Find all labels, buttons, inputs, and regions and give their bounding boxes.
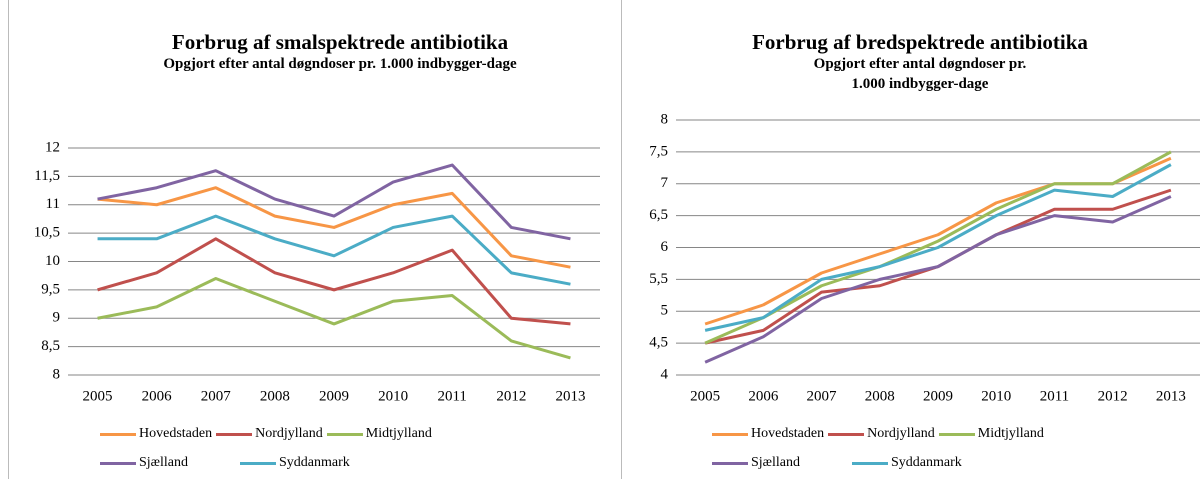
x-tick-label: 2009: [923, 388, 953, 404]
y-tick-label: 11,5: [34, 168, 60, 184]
x-tick-label: 2009: [319, 388, 349, 404]
legend-label: Syddanmark: [891, 455, 962, 470]
x-tick-label: 2006: [748, 388, 779, 404]
y-tick-label: 8: [53, 366, 61, 382]
x-tick-label: 2013: [1156, 388, 1186, 404]
legend-swatch: [100, 432, 136, 436]
legend-swatch: [938, 432, 975, 436]
y-tick-label: 4,5: [649, 335, 668, 351]
series-line: [97, 186, 571, 269]
x-tick-label: 2012: [496, 388, 526, 404]
legend-swatch: [326, 432, 363, 436]
x-tick-label: 2005: [83, 388, 113, 404]
y-tick-label: 4: [661, 366, 669, 382]
y-tick-label: 5: [661, 303, 669, 319]
legend-swatch: [828, 432, 865, 436]
legend-label: Nordjylland: [867, 426, 935, 441]
legend-item: Hovedstaden: [100, 424, 212, 444]
x-tick-label: 2007: [807, 388, 838, 404]
x-tick-label: 2011: [1040, 388, 1069, 404]
chart-subtitle: Opgjort efter antal døgndoser pr. 1.000 …: [813, 56, 1027, 92]
legend-label: Sjælland: [139, 455, 189, 470]
y-tick-label: 8,5: [41, 338, 60, 354]
chart-header: Forbrug af bredspektrede antibiotika Opgj…: [660, 30, 1180, 94]
legend-item: Sjælland: [100, 453, 236, 473]
x-tick-label: 2010: [378, 388, 408, 404]
legend-item: Syddanmark: [852, 453, 988, 473]
y-tick-label: 9: [53, 310, 61, 326]
x-tick-label: 2005: [690, 388, 720, 404]
y-tick-label: 6: [661, 239, 669, 255]
chart-header: Forbrug af smalspektrede antibiotika Opgj…: [60, 30, 620, 74]
legend-item: Midtjylland: [938, 424, 1044, 444]
x-tick-label: 2008: [260, 388, 290, 404]
y-tick-label: 12: [45, 139, 60, 155]
legend-label: Midtjylland: [365, 426, 432, 441]
series-line: [704, 150, 1172, 345]
y-tick-label: 5,5: [649, 271, 668, 287]
x-tick-label: 2006: [142, 388, 173, 404]
x-tick-label: 2007: [201, 388, 232, 404]
y-tick-label: 7,5: [649, 143, 668, 159]
legend-label: Nordjylland: [255, 426, 323, 441]
y-tick-label: 6,5: [649, 207, 668, 223]
series-line: [704, 163, 1172, 332]
x-tick-label: 2008: [865, 388, 895, 404]
y-tick-label: 11: [46, 196, 60, 212]
series-line: [97, 214, 571, 286]
legend-label: Hovedstaden: [139, 426, 213, 441]
chart-title: Forbrug af smalspektrede antibiotika: [171, 30, 509, 54]
legend: Hovedstaden Nordjylland Midtjylland Sjællan…: [100, 424, 570, 473]
legend-swatch: [712, 432, 748, 436]
series-line: [704, 195, 1172, 364]
x-tick-label: 2010: [981, 388, 1011, 404]
series-line: [97, 237, 571, 326]
y-tick-label: 7: [661, 175, 669, 191]
legend-label: Syddanmark: [279, 455, 350, 470]
series-line: [97, 163, 571, 241]
legend-item: Hovedstaden: [712, 424, 824, 444]
y-tick-label: 8: [661, 111, 669, 127]
y-tick-label: 9,5: [41, 281, 60, 297]
x-tick-label: 2012: [1098, 388, 1128, 404]
x-tick-label: 2013: [555, 388, 585, 404]
chart-subtitle: Opgjort efter antal døgndoser pr. 1.000 …: [163, 56, 517, 72]
legend-item: Midtjylland: [326, 424, 432, 444]
y-tick-label: 10,5: [34, 225, 60, 241]
legend-swatch: [216, 432, 253, 436]
legend-label: Sjælland: [751, 455, 801, 470]
legend-label: Hovedstaden: [751, 426, 825, 441]
legend: Hovedstaden Nordjylland Midtjylland Sjællan…: [712, 424, 1152, 473]
chart-title: Forbrug af bredspektrede antibiotika: [752, 30, 1088, 54]
legend-item: Syddanmark: [240, 453, 376, 473]
legend-swatch: [100, 461, 136, 465]
legend-swatch: [852, 461, 888, 465]
x-tick-label: 2011: [437, 388, 466, 404]
legend-item: Nordjylland: [828, 424, 935, 444]
legend-item: Sjælland: [712, 453, 848, 473]
series-line: [97, 277, 571, 360]
legend-label: Midtjylland: [977, 426, 1044, 441]
legend-swatch: [712, 461, 748, 465]
legend-swatch: [240, 461, 276, 465]
y-tick-label: 10: [45, 253, 60, 269]
legend-item: Nordjylland: [216, 424, 323, 444]
